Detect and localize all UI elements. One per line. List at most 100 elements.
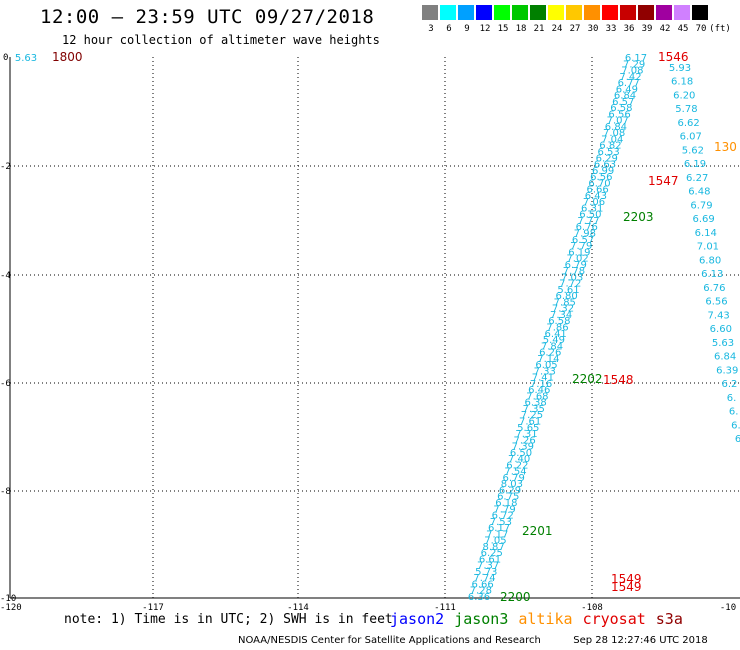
color-scale-label: 9: [464, 24, 470, 34]
wave-height-value: 7.77: [577, 216, 599, 227]
wave-height-value: 6.38: [524, 398, 546, 409]
wave-height-value: 6.63: [594, 160, 616, 171]
wave-height-value: 7.43: [708, 310, 730, 321]
time-label: 1547: [648, 174, 679, 188]
wave-height-value: 7.17: [486, 529, 508, 540]
color-scale-swatch: [602, 5, 618, 20]
wave-height-value: 6.76: [703, 283, 725, 294]
time-label: 2201: [522, 524, 553, 538]
wave-height-value: 7.07: [607, 116, 629, 127]
lon-tick-label: -108: [581, 603, 603, 613]
wave-height-value: 5.63: [15, 53, 37, 64]
wave-height-value: 6.50: [579, 210, 601, 221]
color-scale-swatch: [512, 5, 528, 20]
wave-height-value: 6.79: [565, 260, 587, 271]
wave-height-value: 6.: [727, 393, 737, 404]
wave-height-value: 6.84: [714, 352, 736, 363]
wave-height-value: 6.41: [545, 329, 567, 340]
wave-height-value: 6.25: [481, 548, 503, 559]
wave-height-value: 6.62: [677, 118, 699, 129]
wave-height-value: 7.34: [550, 310, 572, 321]
wave-height-value: 6.2: [721, 379, 737, 390]
footer-line: NOAA/NESDIS Center for Satellite Applica…: [238, 635, 708, 646]
lat-tick-label: -4: [0, 271, 11, 281]
legend-note: note: 1) Time is in UTC; 2) SWH is in fe…: [64, 612, 393, 627]
wave-height-value: 7.14: [537, 354, 559, 365]
wave-height-value: 6.27: [686, 173, 708, 184]
wave-height-value: 7.01: [697, 242, 719, 253]
color-scale-label: 70: [695, 24, 707, 34]
color-scale-label: 39: [641, 24, 653, 34]
wave-height-value: 6.46: [528, 385, 550, 396]
wave-height-value: 6.76: [576, 222, 598, 233]
wave-height-value: 7.86: [546, 323, 568, 334]
wave-height-value: 6.57: [612, 97, 634, 108]
wave-height-value: 6.13: [701, 269, 723, 280]
time-label: 2200: [500, 590, 531, 604]
wave-height-value: 6.18: [671, 77, 693, 88]
wave-height-value: 6.80: [555, 291, 577, 302]
wave-height-value: 6.43: [585, 191, 607, 202]
wave-height-value: 7.05: [484, 536, 506, 547]
wave-height-value: 6.99: [592, 166, 614, 177]
wave-height-value: 6.56: [705, 297, 727, 308]
color-scale-swatch: [458, 5, 474, 20]
wave-height-value: 6.05: [535, 360, 557, 371]
lat-tick-label: 0: [3, 53, 8, 63]
wave-height-value: 7.35: [523, 404, 545, 415]
wave-height-value: 6.39: [716, 365, 738, 376]
wave-height-value: 6.31: [581, 203, 603, 214]
wave-height-value: 7.04: [601, 134, 623, 145]
color-scale-label: 30: [587, 24, 599, 34]
color-scale-label: 3: [428, 24, 434, 34]
wave-height-value: 5.78: [675, 104, 697, 115]
wave-height-value: 5.62: [682, 145, 704, 156]
wave-height-value: 6.53: [597, 147, 619, 158]
wave-height-value: 7.68: [526, 391, 548, 402]
wave-height-value: 7.78: [563, 266, 585, 277]
wave-height-value: 5.49: [543, 335, 565, 346]
time-label: 1548: [603, 373, 634, 387]
wave-height-value: 6.19: [684, 159, 706, 170]
color-scale-swatch: [584, 5, 600, 20]
wave-height-value: 7.32: [552, 304, 574, 315]
wave-height-value: 6.72: [492, 511, 514, 522]
wave-height-value: 6.58: [610, 103, 632, 114]
wave-height-value: 8.87: [482, 542, 504, 553]
wave-height-value: 5.65: [517, 423, 539, 434]
wave-height-value: 6.17: [625, 53, 647, 64]
legend-satellite-jason2: jason2: [390, 610, 445, 628]
wave-height-value: 6.36: [468, 592, 490, 603]
lon-tick-label: -111: [434, 603, 456, 613]
page-title: 12:00 — 23:59 UTC 09/27/2018: [40, 6, 375, 28]
wave-height-value: 6.58: [548, 316, 570, 327]
wave-height-value: 7.26: [514, 435, 536, 446]
wave-height-value: 6.: [731, 420, 740, 431]
wave-height-value: 6.61: [479, 554, 501, 565]
wave-height-value: 5.93: [669, 63, 691, 74]
time-label: 1800: [52, 50, 83, 64]
color-scale-swatch: [548, 5, 564, 20]
color-scale-label: 42: [659, 24, 671, 34]
wave-height-value: 6.60: [710, 324, 732, 335]
wave-height-value: 6.14: [695, 228, 717, 239]
color-scale-swatch: [530, 5, 546, 20]
wave-height-value: 7.25: [521, 410, 543, 421]
wave-height-value: 6.22: [506, 460, 528, 471]
wave-height-value: 6.75: [497, 492, 519, 503]
lat-tick-label: -8: [0, 487, 11, 497]
lon-tick-label: -117: [142, 603, 164, 613]
wave-height-value: 7.85: [554, 297, 576, 308]
wave-height-value: 7.72: [559, 279, 581, 290]
color-scale-label: 18: [515, 24, 527, 34]
wave-height-value: 7.61: [519, 417, 541, 428]
wave-height-value: 6.84: [605, 122, 627, 133]
color-scale-swatch: [422, 5, 438, 20]
time-label: 130: [714, 140, 737, 154]
wave-height-value: 6.50: [510, 448, 532, 459]
wave-height-value: 7.79: [570, 241, 592, 252]
wave-height-value: 7.31: [515, 429, 537, 440]
wave-height-value: 6.18: [495, 498, 517, 509]
lat-tick-label: -6: [0, 379, 11, 389]
